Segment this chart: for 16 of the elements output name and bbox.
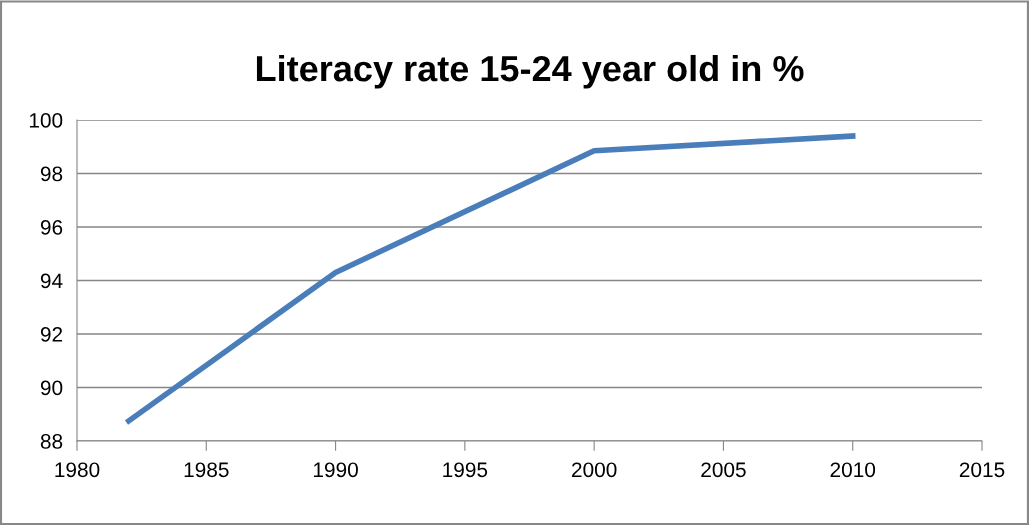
x-tick-label: 1985: [184, 462, 229, 478]
x-tick-label: 2015: [959, 462, 1005, 478]
y-tick-label: 94: [40, 273, 63, 289]
x-tick-label: 1980: [55, 462, 100, 478]
x-tick-label: 1990: [313, 462, 358, 478]
y-tick-label: 98: [40, 166, 63, 182]
x-tick-label: 1995: [443, 462, 488, 478]
x-tick-label: 2000: [572, 462, 617, 478]
chart-title: Literacy rate 15-24 year old in %: [256, 54, 804, 89]
y-tick-label: 100: [29, 113, 63, 128]
x-tick-label: 2010: [830, 462, 876, 478]
x-tick-label: 2005: [701, 462, 746, 478]
y-tick-label: 88: [40, 434, 63, 449]
y-tick-label: 92: [40, 327, 63, 342]
y-tick-label: 90: [40, 380, 63, 396]
y-tick-label: 96: [40, 220, 63, 235]
